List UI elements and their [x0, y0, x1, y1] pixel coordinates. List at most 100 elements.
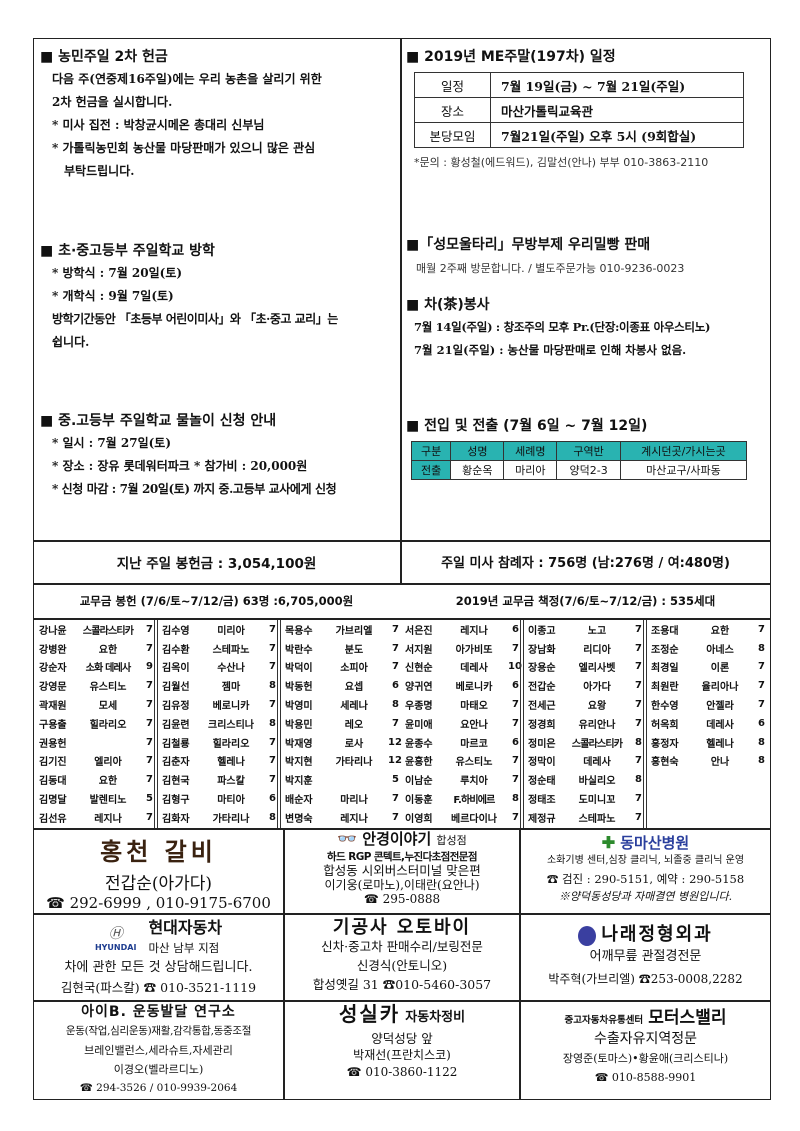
baptismal-name: 스콜라스티카 — [571, 738, 623, 750]
ad-development-lab: 아이B. 운동발달 연구소 운동(작업,심리운동)재활,감각통합,동중조절 브레… — [35, 1003, 282, 1098]
donor-count: 7 — [146, 680, 153, 692]
donor-row: 이동훈 F.하비에르 8 — [400, 789, 522, 808]
cell: 일정 — [414, 72, 491, 98]
donor-count: 8 — [758, 736, 765, 748]
mass-attendance: 주일 미사 참례자 : 756명 (남:276명 / 여:480명) — [441, 556, 730, 571]
baptismal-name: 도미니꼬 — [578, 795, 616, 807]
brand-text: HYUNDAI — [94, 943, 137, 952]
donor-name: 김월선 — [162, 682, 190, 694]
donor-name: 박동헌 — [285, 682, 313, 694]
ad-text: 신차·중고차 판매수리/보링전문 — [321, 939, 483, 954]
baptismal-name: 레지나 — [340, 813, 368, 825]
donor-name: 권용헌 — [39, 738, 67, 750]
baptismal-name: 아네스 — [706, 644, 734, 656]
donor-row: 박동헌 요셉 6 — [280, 676, 402, 695]
donor-count: 7 — [146, 642, 153, 654]
cell: 장소 — [414, 97, 491, 123]
baptismal-name: 헬레나 — [217, 757, 245, 769]
baptismal-name: 소피아 — [340, 663, 368, 675]
donor-row: 구용출 힐라리오 7 — [34, 714, 156, 733]
baptismal-name: 요한 — [98, 644, 118, 656]
donor-row: 최원란 율리아나 7 — [646, 676, 768, 695]
donor-count: 8 — [269, 811, 276, 823]
donor-count: 7 — [392, 793, 399, 805]
donor-name: 신현순 — [405, 663, 433, 675]
donor-count: 7 — [146, 755, 153, 767]
ad-phone: 박주혁(가브리엘) ☎253-0008,2282 — [548, 972, 743, 986]
donor-row: 김윤련 크리스티나 8 — [157, 714, 279, 733]
bread-sale: ■「성모울타리」무방부제 우리밀빵 판매 매월 2주째 방문합니다. / 별도주… — [406, 234, 684, 276]
baptismal-name: 가타리나 — [212, 813, 250, 825]
baptismal-name: 아가다 — [583, 682, 611, 694]
section-title: ■ 중.고등부 주일학교 물놀이 신청 안내 — [40, 413, 277, 429]
donor-row: 김선유 레지나 7 — [34, 808, 156, 827]
cell: 양덕2-3 — [556, 460, 621, 480]
donor-name: 정순태 — [528, 776, 556, 788]
donor-count: 6 — [392, 680, 399, 692]
ad-text: 중고자동차유통센터 — [564, 1015, 644, 1026]
header-cell: 구분 — [410, 441, 452, 461]
donor-count: 8 — [635, 736, 642, 748]
donor-row: 박지훈 5 — [280, 770, 402, 789]
column-separator — [520, 620, 524, 828]
donor-row: 이종고 노고 7 — [523, 620, 645, 639]
donor-name: 이종고 — [528, 625, 556, 637]
donor-column: 목용수 가브리엘 7 박란수 분도 7 박덕이 소피아 7 박동헌 요셉 6 박영미 세레나 8 박용민 레오 7… — [280, 620, 402, 828]
text-line: 부탁드립니다. — [64, 164, 135, 178]
donor-row: 이영희 베르다이나 7 — [400, 808, 522, 827]
baptismal-name: 스콜라스티카 — [82, 625, 134, 637]
ad-text: 차에 관한 모든 것 상담해드립니다. — [64, 960, 253, 975]
donor-name: 김철룡 — [162, 738, 190, 750]
notice-school-vacation: ■ 초·중고등부 주일학교 방학 * 방학식 : 7월 20일(토) * 개학식… — [40, 240, 338, 354]
baptismal-name: 레오 — [344, 719, 364, 731]
donor-row: 김철룡 힐라리오 7 — [157, 733, 279, 752]
donor-name: 조용대 — [651, 625, 679, 637]
ad-text: 자동차정비 — [405, 1010, 466, 1025]
page-frame — [33, 38, 771, 1100]
donor-row: 장용순 엘리사벳 7 — [523, 658, 645, 677]
baptismal-name: 유리안나 — [578, 719, 616, 731]
donor-row: 서은진 레지나 6 — [400, 620, 522, 639]
donor-name: 서지원 — [405, 644, 433, 656]
donor-count: 7 — [758, 699, 765, 711]
donor-name: 최원란 — [651, 682, 679, 694]
ad-text: 브레인밸런스,세라슈트,자세관리 — [84, 1044, 233, 1057]
donor-row: 이남순 루치아 7 — [400, 770, 522, 789]
baptismal-name: 이론 — [710, 663, 730, 675]
cross-icon: ✚ — [601, 833, 616, 852]
ad-title: 현대자동차 — [148, 918, 223, 937]
baptismal-name: 베로니카 — [455, 682, 493, 694]
baptismal-name: 수산나 — [217, 663, 245, 675]
donor-row: 강병완 요한 7 — [34, 639, 156, 658]
donor-name: 양귀연 — [405, 682, 433, 694]
notice-farmers-sunday: ■ 농민주일 2차 헌금 다음 주(연중제16주일)에는 우리 농촌을 살리기 … — [40, 46, 322, 183]
donor-row: 신현순 데레사 10 — [400, 658, 522, 677]
donor-count: 7 — [758, 661, 765, 673]
header-cell: 세례명 — [503, 441, 558, 461]
baptismal-name: 레지나 — [460, 625, 488, 637]
donor-row: 허옥희 데레사 6 — [646, 714, 768, 733]
donor-count: 7 — [146, 699, 153, 711]
ad-text: 운동(작업,심리운동)재활,감각통합,동중조절 — [65, 1025, 252, 1037]
donor-count: 8 — [758, 642, 765, 654]
donor-name: 김춘자 — [162, 757, 190, 769]
donor-count: 7 — [635, 661, 642, 673]
donor-name: 윤미애 — [405, 719, 433, 731]
donor-count: 7 — [635, 623, 642, 635]
ad-text: 어깨무릎 관절경전문 — [589, 949, 702, 964]
ad-text: 소화기병 센터,심장 클리닉, 뇌졸중 클리닉 운영 — [546, 855, 745, 866]
donor-row: 홍정자 헬레나 8 — [646, 733, 768, 752]
baptismal-name: 모세 — [98, 701, 118, 713]
text-line: 방학기간동안 「초등부 어린이미사」와 「초·중고 교리」는 — [52, 312, 338, 326]
ad-orthopedics: 나래정형외과 어깨무릎 관절경전문 박주혁(가브리엘) ☎253-0008,22… — [521, 924, 770, 990]
ad-text: 합성점 — [436, 834, 467, 847]
ad-phone: 김현국(파스칼) ☎ 010-3521-1119 — [60, 980, 257, 995]
hyundai-logo: Ⓗ HYUNDAI — [94, 926, 137, 952]
donor-count: 10 — [508, 661, 522, 673]
baptismal-name: 요한 — [98, 776, 118, 788]
ad-phone: ☎ 010-3860-1122 — [346, 1065, 458, 1079]
ad-text: 장영준(토마스)•황윤애(크리스티나) — [562, 1052, 729, 1065]
baptismal-name: 발렌티노 — [89, 795, 127, 807]
baptismal-name: 스테파노 — [212, 644, 250, 656]
donor-name: 박용민 — [285, 719, 313, 731]
